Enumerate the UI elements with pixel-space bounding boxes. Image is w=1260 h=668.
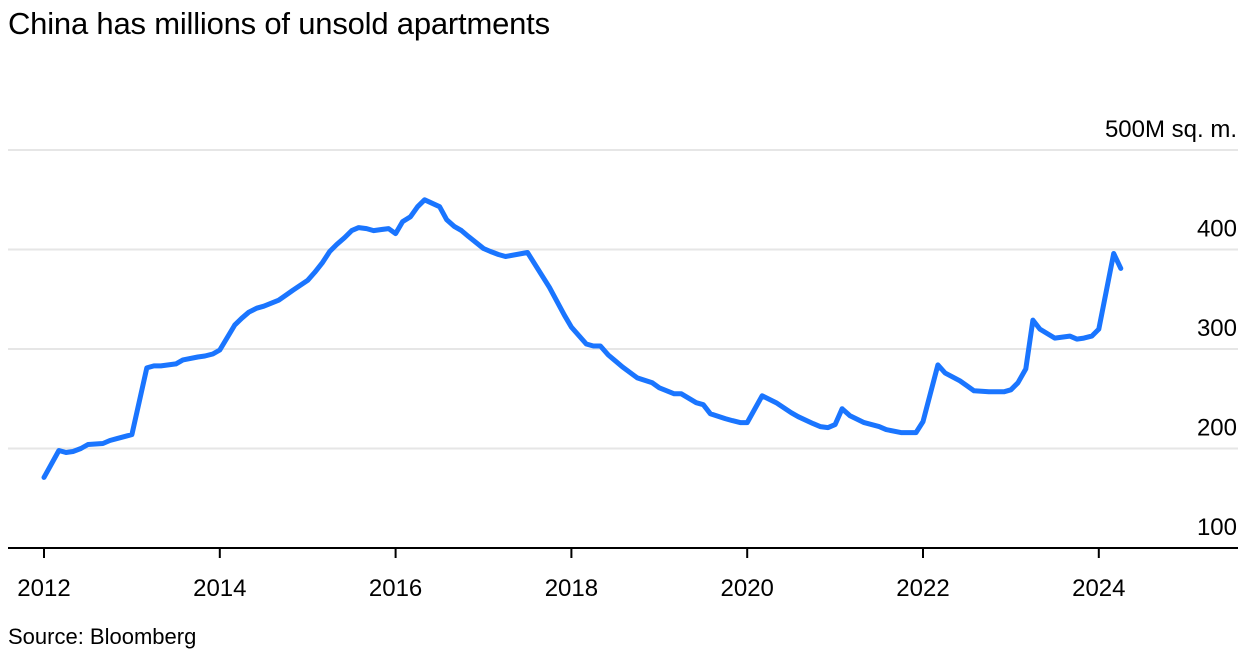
series-line-0 xyxy=(41,197,1124,480)
gridlines xyxy=(8,149,1238,450)
y-tick-label-400: 400 xyxy=(1197,216,1237,243)
source-note: Source: Bloomberg xyxy=(8,624,197,649)
x-tick-label-2018: 2018 xyxy=(545,575,598,602)
x-tick-label-2014: 2014 xyxy=(193,575,246,602)
y-tick-label-200: 200 xyxy=(1197,415,1237,442)
y-tick-label-300: 300 xyxy=(1197,315,1237,342)
chart-title: China has millions of unsold apartments xyxy=(8,6,550,41)
x-tick-label-2012: 2012 xyxy=(17,575,70,602)
x-tick-label-2022: 2022 xyxy=(896,575,949,602)
y-unit-label: 500M sq. m. xyxy=(1105,116,1237,143)
x-tick-label-2020: 2020 xyxy=(721,575,774,602)
x-tick-label-2016: 2016 xyxy=(369,575,422,602)
x-tick-label-2024: 2024 xyxy=(1072,575,1125,602)
y-tick-label-100: 100 xyxy=(1197,514,1237,541)
y-axis-labels: 100 200 300 400 500M sq. m. xyxy=(1105,116,1237,541)
x-axis: 2012 2014 2016 2018 2020 2022 2024 xyxy=(8,547,1238,602)
series-layer xyxy=(41,197,1124,480)
